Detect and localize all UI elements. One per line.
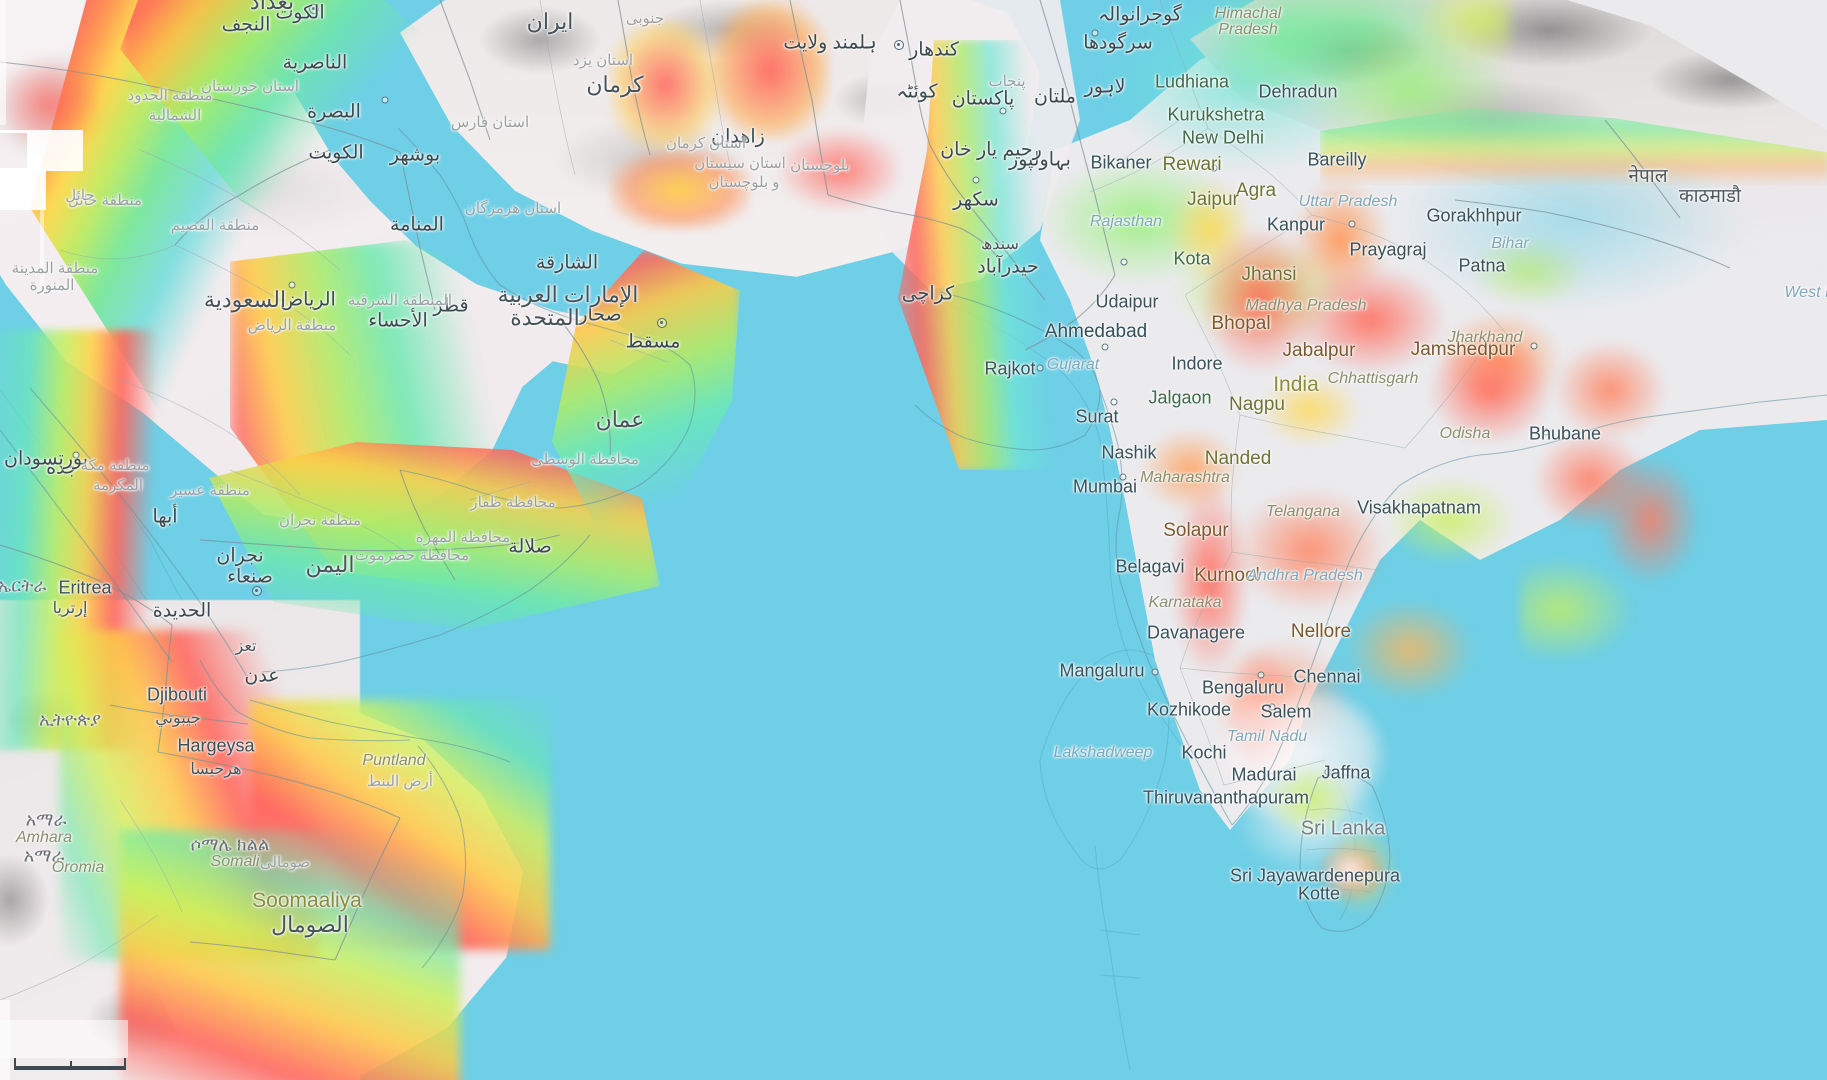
heat-spot-iran-4 [780,130,900,210]
city-marker-salem[interactable] [1268,703,1276,711]
tile-seam [27,133,83,171]
heat-band-somalia-south [120,830,460,1080]
tile-seam [0,1020,128,1058]
city-marker-bengaluru[interactable] [1257,671,1265,679]
tile-seam [0,1000,10,1080]
city-marker-surat[interactable] [1110,398,1118,406]
city-marker-سرگودها[interactable] [1091,29,1099,37]
tile-seam [40,168,44,288]
tile-seam [0,130,83,133]
city-marker-bareilly[interactable] [1314,153,1322,161]
city-marker-jaffna[interactable] [1324,768,1332,776]
city-marker-الرياض[interactable] [288,281,296,289]
city-marker-bhubane[interactable] [1542,428,1550,436]
city-marker-gorakhhpur[interactable] [1436,210,1444,218]
tile-seam [0,168,46,210]
city-marker-كندهار[interactable] [894,40,904,50]
heat-band-sri-lanka [1300,830,1410,920]
city-marker-mangaluru[interactable] [1151,668,1159,676]
city-marker-ahmedabad[interactable] [1101,343,1109,351]
city-marker-کراچی[interactable] [1071,326,1079,334]
city-marker-ملتان[interactable] [999,107,1007,115]
heat-spot-iran-1 [710,0,830,140]
tile-seam [0,0,6,125]
city-marker-جدة[interactable] [72,451,80,459]
heat-spot-iran-3 [610,150,750,230]
city-marker-الكوت[interactable] [309,4,319,14]
city-marker-jamshedpur[interactable] [1530,342,1538,350]
scale-bar [14,1058,126,1070]
heat-spot-iran-2 [610,20,720,150]
city-marker-حیدرآباد[interactable] [1120,258,1128,266]
city-marker-rewari[interactable] [1210,164,1218,172]
city-marker-rajkot[interactable] [1036,364,1044,372]
city-marker-مسقط[interactable] [657,318,667,328]
city-marker-سکھر[interactable] [972,176,980,184]
city-marker-صنعاء[interactable] [252,586,262,596]
city-marker-البصرة[interactable] [381,96,389,104]
city-marker-kanpur[interactable] [1348,220,1356,228]
city-marker-mumbai[interactable] [1119,473,1127,481]
